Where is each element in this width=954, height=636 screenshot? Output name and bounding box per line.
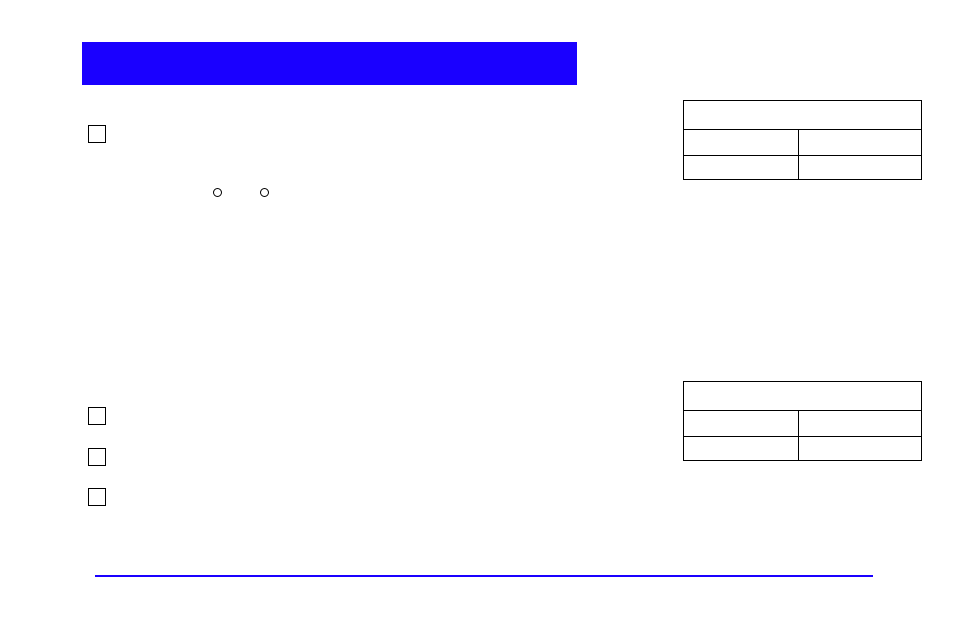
checkbox-4[interactable] [88, 488, 106, 506]
checkbox-1[interactable] [88, 125, 106, 143]
radio-option-2[interactable] [260, 188, 269, 197]
table-row-divider [684, 129, 921, 130]
table-1 [683, 100, 922, 180]
footer-rule [95, 575, 873, 577]
table-2 [683, 381, 922, 461]
checkbox-3[interactable] [88, 448, 106, 466]
table-row-divider [684, 155, 921, 156]
table-row-divider [684, 436, 921, 437]
checkbox-2[interactable] [88, 407, 106, 425]
table-col-divider [798, 129, 799, 179]
radio-option-1[interactable] [213, 188, 222, 197]
table-col-divider [798, 410, 799, 460]
header-banner [82, 42, 577, 85]
table-row-divider [684, 410, 921, 411]
